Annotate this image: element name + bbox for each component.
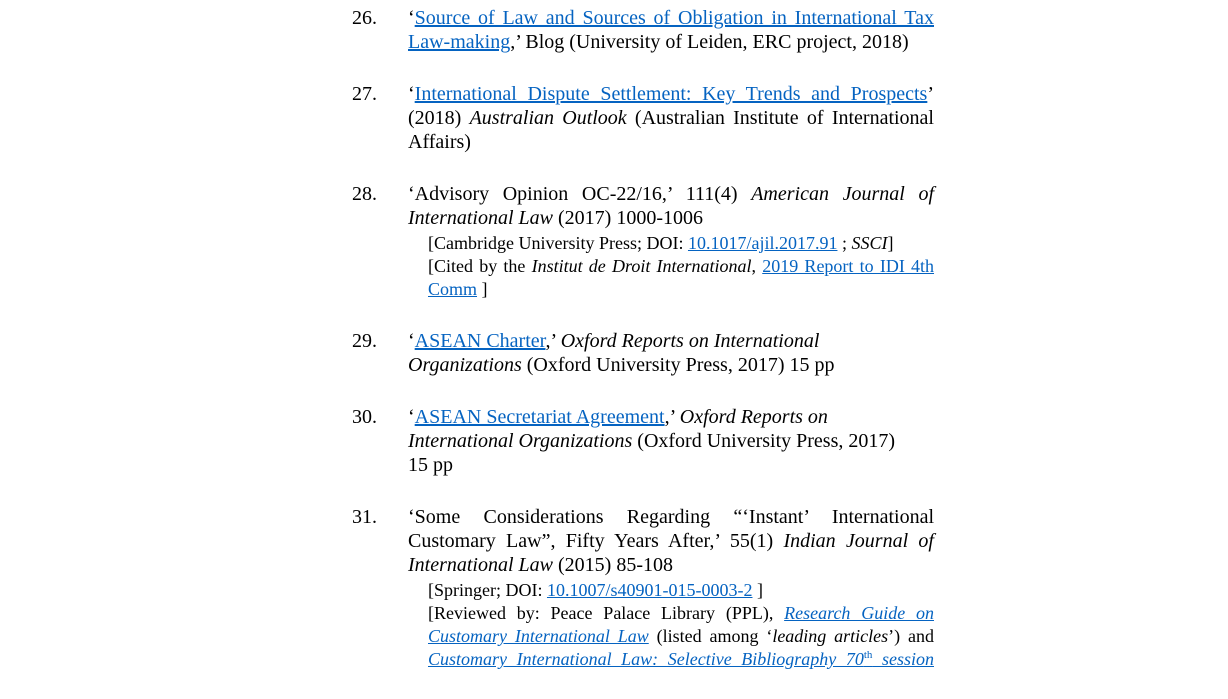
citation-text: ‘ — [408, 83, 415, 105]
citation-link[interactable]: Source of Law and Sources of Obligation … — [414, 7, 934, 29]
citation-line: Organizations (Oxford University Press, … — [408, 353, 934, 377]
citation-text: (Australian Institute of International — [626, 107, 934, 129]
citation-text: ‘ — [408, 406, 415, 428]
citation-note-line: Customary International Law: Selective B… — [428, 648, 934, 671]
citation-line: (2018) Australian Outlook (Australian In… — [408, 106, 934, 130]
citation-link[interactable]: International Dispute Settlement: Key Tr… — [414, 83, 928, 105]
citation-note-line: [Reviewed by: Peace Palace Library (PPL)… — [428, 602, 934, 625]
entry-citation: ‘International Dispute Settlement: Key T… — [408, 82, 934, 154]
italic-text: Australian Outlook — [469, 107, 627, 129]
citation-link[interactable]: Customary International Law — [428, 626, 649, 646]
citation-text: ’) and — [888, 626, 935, 646]
entry-number: 26. — [352, 7, 377, 29]
citation-text: (Oxford University Press, 2017) — [632, 430, 896, 452]
citation-link[interactable]: th — [864, 649, 873, 669]
citation-text: ] — [477, 279, 488, 299]
citation-link[interactable]: session — [872, 649, 934, 669]
entry-number: 30. — [352, 406, 377, 428]
citation-text: ‘Some Considerations Regarding “‘Instant… — [408, 506, 934, 528]
citation-text: 15 pp — [408, 454, 453, 476]
citation-text: (2017) 1000-1006 — [553, 207, 703, 229]
entry-citation: ‘Source of Law and Sources of Obligation… — [408, 6, 934, 54]
citation-text: ,’ Blog (University of Leiden, ERC proje… — [510, 31, 909, 53]
entry-number: 27. — [352, 83, 377, 105]
citation-text: ,’ — [664, 406, 680, 428]
citation-text: (Oxford University Press, 2017) 15 pp — [521, 354, 835, 376]
citation-text: [Cited by the — [428, 256, 532, 276]
italic-text: International Organizations — [408, 430, 633, 452]
italic-text: Oxford Reports on — [679, 406, 828, 428]
entry-number: 29. — [352, 330, 377, 352]
citation-note-line: Comm ] — [428, 278, 934, 301]
citation-text: [Springer; DOI: — [428, 580, 547, 600]
citation-text: ] — [752, 580, 763, 600]
citation-text: ] — [887, 233, 894, 253]
citation-link[interactable]: Customary International Law: Selective B… — [428, 649, 864, 669]
citation-link[interactable]: 10.1017/ajil.2017.91 — [687, 233, 838, 253]
citation-text: ‘ — [408, 330, 415, 352]
citation-line: 15 pp — [408, 453, 934, 477]
italic-text: Oxford Reports on International — [560, 330, 820, 352]
citation-text: (2018) — [408, 107, 470, 129]
citation-line: International Organizations (Oxford Univ… — [408, 429, 934, 453]
citation-text: ,’ — [545, 330, 561, 352]
italic-text: International Law — [408, 207, 554, 229]
superscript: th — [863, 649, 873, 661]
italic-text: SSCI — [851, 233, 888, 253]
citation-text: [Reviewed by: Peace Palace Library (PPL)… — [428, 603, 785, 623]
citation-link[interactable]: Law-making — [408, 31, 511, 53]
citation-note-line: [Cambridge University Press; DOI: 10.101… — [428, 232, 934, 255]
entry-citation: ‘ASEAN Secretariat Agreement,’ Oxford Re… — [408, 405, 934, 477]
citation-line: Customary Law”, Fifty Years After,’ 55(1… — [408, 529, 934, 553]
citation-line: ‘Source of Law and Sources of Obligation… — [408, 6, 934, 30]
citation-link[interactable]: 2019 Report to IDI 4th — [762, 256, 935, 276]
citation-link[interactable]: Comm — [428, 279, 478, 299]
citation-link[interactable]: Research Guide on — [784, 603, 934, 623]
entry-number: 28. — [352, 183, 377, 205]
citation-note-line: [Springer; DOI: 10.1007/s40901-015-0003-… — [428, 579, 934, 602]
citation-text: (listed among ‘ — [648, 626, 773, 646]
publication-entry: 31. ‘Some Considerations Regarding “‘Inst… — [352, 505, 942, 671]
citation-line: Law-making,’ Blog (University of Leiden,… — [408, 30, 934, 54]
citation-line: International Law (2017) 1000-1006 — [408, 206, 934, 230]
citation-text: ‘ — [408, 7, 415, 29]
citation-text: Affairs) — [408, 131, 471, 153]
entry-citation: ‘Some Considerations Regarding “‘Instant… — [408, 505, 934, 671]
citation-line: ‘Some Considerations Regarding “‘Instant… — [408, 505, 934, 529]
citation-line: ‘International Dispute Settlement: Key T… — [408, 82, 934, 106]
publication-entry: 27. ‘International Dispute Settlement: Ke… — [352, 82, 942, 154]
citation-link[interactable]: 10.1007/s40901-015-0003-2 — [546, 580, 753, 600]
italic-text: American Journal of — [751, 183, 934, 205]
citation-text: [Cambridge University Press; DOI: — [428, 233, 688, 253]
italic-text: International Law — [408, 554, 554, 576]
italic-text: Institut de Droit International — [531, 256, 752, 276]
citation-link[interactable]: ASEAN Secretariat Agreement — [414, 406, 665, 428]
citation-text: ‘Advisory Opinion OC-22/16,’ 111(4) — [408, 183, 752, 205]
publication-entry: 29. ‘ASEAN Charter,’ Oxford Reports on In… — [352, 329, 942, 377]
citation-note-line: [Cited by the Institut de Droit Internat… — [428, 255, 934, 278]
citation-line: Affairs) — [408, 130, 934, 154]
citation-line: ‘ASEAN Secretariat Agreement,’ Oxford Re… — [408, 405, 934, 429]
citation-line: ‘ASEAN Charter,’ Oxford Reports on Inter… — [408, 329, 934, 353]
publication-entry: 28. ‘Advisory Opinion OC-22/16,’ 111(4) A… — [352, 182, 942, 301]
publication-entry: 26. ‘Source of Law and Sources of Obligat… — [352, 6, 942, 54]
italic-text: Indian Journal of — [783, 530, 934, 552]
italic-text: leading articles — [772, 626, 889, 646]
entry-number: 31. — [352, 506, 377, 528]
citation-line: ‘Advisory Opinion OC-22/16,’ 111(4) Amer… — [408, 182, 934, 206]
citation-line: International Law (2015) 85-108 — [408, 553, 934, 577]
citation-text: (2015) 85-108 — [553, 554, 673, 576]
citation-text: , — [751, 256, 763, 276]
publication-list: 26. ‘Source of Law and Sources of Obligat… — [352, 6, 942, 699]
entry-citation: ‘ASEAN Charter,’ Oxford Reports on Inter… — [408, 329, 934, 377]
entry-citation: ‘Advisory Opinion OC-22/16,’ 111(4) Amer… — [408, 182, 934, 301]
citation-text: Customary Law”, Fifty Years After,’ 55(1… — [408, 530, 784, 552]
publication-entry: 30. ‘ASEAN Secretariat Agreement,’ Oxford… — [352, 405, 942, 477]
citation-text: ’ — [927, 83, 934, 105]
citation-link[interactable]: ASEAN Charter — [414, 330, 546, 352]
italic-text: Organizations — [408, 354, 522, 376]
citation-note-line: Customary International Law (listed amon… — [428, 625, 934, 648]
citation-text: ; — [837, 233, 852, 253]
